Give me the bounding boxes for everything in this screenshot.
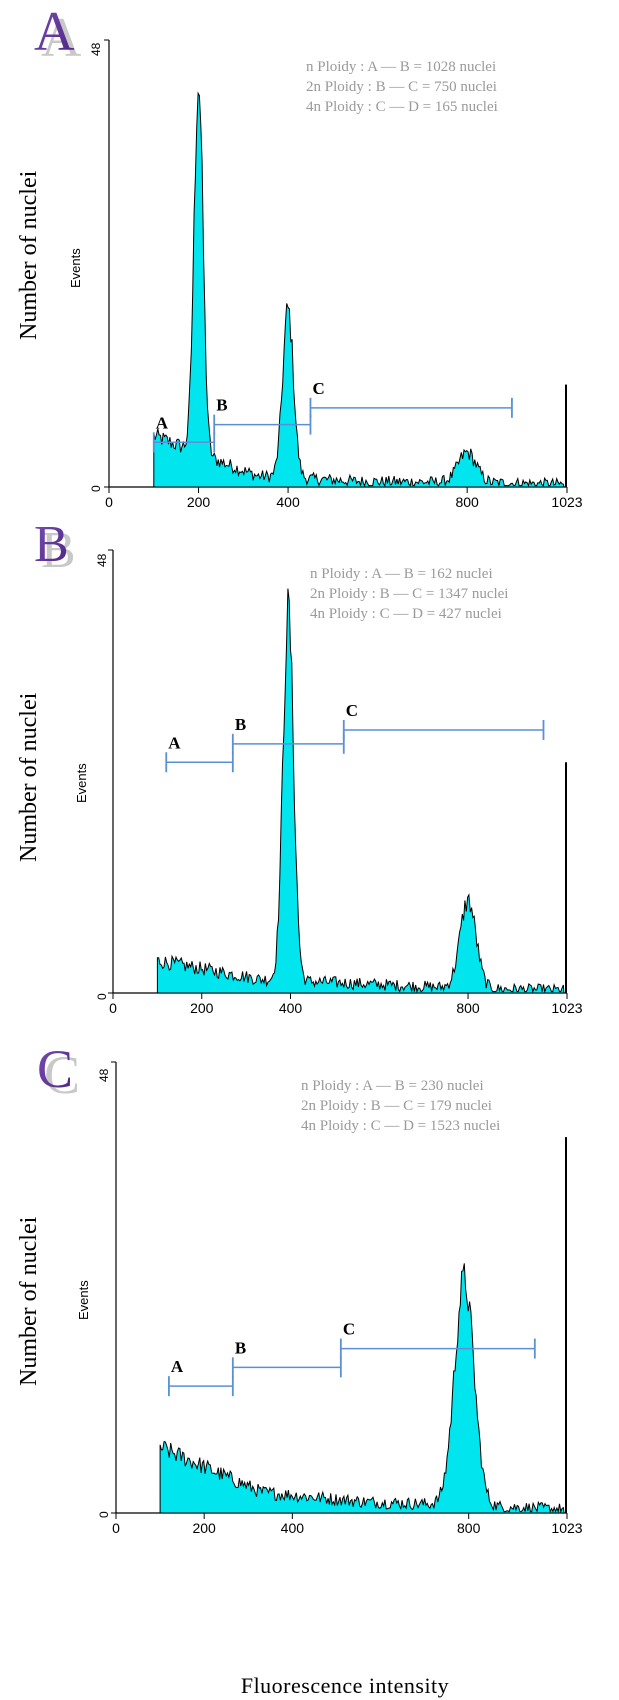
info-line-2: 2n Ploidy : B — C = 750 nuclei: [306, 79, 497, 95]
info-line-1: n Ploidy : A — B = 1028 nuclei: [306, 59, 496, 75]
x-tick-label: 200: [187, 494, 211, 510]
panel-a: A A Number of nuclei Events 48 0 A B C 0 20…: [16, 1, 583, 510]
x-tick-label: 1023: [551, 494, 582, 510]
x-tick-label: 400: [279, 1000, 303, 1016]
plot-area: A B C: [104, 39, 567, 488]
gate-label: C: [343, 1320, 355, 1339]
gate-label: C: [346, 701, 358, 720]
gate-label: A: [168, 733, 181, 752]
info-line-2: 2n Ploidy : B — C = 1347 nuclei: [310, 586, 508, 602]
events-label: Events: [68, 248, 83, 288]
gate-c: C: [309, 379, 513, 418]
gate-a: A: [152, 413, 216, 453]
y-tick-label-48: 48: [97, 1068, 111, 1082]
x-tick-label: 800: [455, 494, 479, 510]
x-tick-label: 800: [456, 1000, 480, 1016]
info-line-1: n Ploidy : A — B = 230 nuclei: [301, 1078, 484, 1094]
x-axis-ticks: 0 200 400 800 1023: [112, 1513, 583, 1536]
x-tick-label: 200: [190, 1000, 214, 1016]
gate-b: B: [213, 396, 312, 435]
gate-c: C: [339, 1320, 536, 1359]
histogram-area: [156, 588, 565, 994]
events-label: Events: [74, 763, 89, 803]
x-tick-label: 0: [105, 494, 113, 510]
x-tick-label: 0: [109, 1000, 117, 1016]
gate-label: B: [235, 715, 246, 734]
gate-b: B: [231, 1338, 342, 1378]
x-tick-label: 1023: [551, 1000, 582, 1016]
gate-label: A: [171, 1357, 184, 1376]
info-line-3: 4n Ploidy : C — D = 165 nuclei: [306, 99, 498, 115]
panel-letter: A: [34, 1, 75, 63]
info-line-1: n Ploidy : A — B = 162 nuclei: [310, 566, 493, 582]
panel-b: B B Number of nuclei Events 48 0 A B C 0 20…: [16, 516, 583, 1016]
y-tick-label-0: 0: [89, 485, 103, 492]
y-axis-title: Number of nuclei: [16, 170, 42, 340]
plot-area: A B C: [108, 549, 567, 994]
y-tick-label-0: 0: [95, 993, 109, 1000]
x-tick-label: 800: [457, 1520, 481, 1536]
y-tick-label-48: 48: [89, 42, 103, 56]
gate-label: B: [216, 396, 227, 415]
panel-c: C C Number of nuclei Events 48 0 A B C 0 20…: [16, 1039, 583, 1536]
info-line-2: 2n Ploidy : B — C = 179 nuclei: [301, 1098, 492, 1114]
panel-letter-shadow: A: [41, 7, 82, 69]
x-tick-label: 0: [112, 1520, 120, 1536]
histogram-area: [159, 1263, 565, 1514]
gate-label: C: [312, 379, 324, 398]
gate-label: B: [235, 1338, 246, 1357]
histogram-area: [153, 91, 565, 488]
x-axis-ticks: 0 200 400 800 1023: [105, 487, 583, 510]
y-axis-title: Number of nuclei: [16, 692, 42, 862]
x-tick-label: 200: [192, 1520, 216, 1536]
x-tick-label: 400: [281, 1520, 305, 1536]
info-line-3: 4n Ploidy : C — D = 1523 nuclei: [301, 1118, 500, 1134]
plot-area: A B C: [111, 1061, 567, 1514]
events-label: Events: [76, 1280, 91, 1320]
gate-a: A: [165, 733, 234, 773]
x-axis-title: Fluorescence intensity: [241, 1673, 449, 1698]
x-tick-label: 400: [276, 494, 300, 510]
x-axis-ticks: 0 200 400 800 1023: [109, 993, 583, 1016]
gate-label: A: [156, 413, 169, 432]
panel-letter: B: [34, 516, 69, 573]
info-line-3: 4n Ploidy : C — D = 427 nuclei: [310, 606, 502, 622]
panel-letter-shadow: C: [44, 1045, 80, 1105]
x-tick-label: 1023: [551, 1520, 582, 1536]
gate-c: C: [342, 701, 545, 740]
y-tick-label-0: 0: [97, 1511, 111, 1518]
y-tick-label-48: 48: [95, 553, 109, 567]
y-axis-title: Number of nuclei: [16, 1216, 42, 1386]
gate-a: A: [168, 1357, 234, 1397]
panel-letter: C: [37, 1039, 73, 1099]
panel-letter-shadow: B: [41, 522, 76, 579]
